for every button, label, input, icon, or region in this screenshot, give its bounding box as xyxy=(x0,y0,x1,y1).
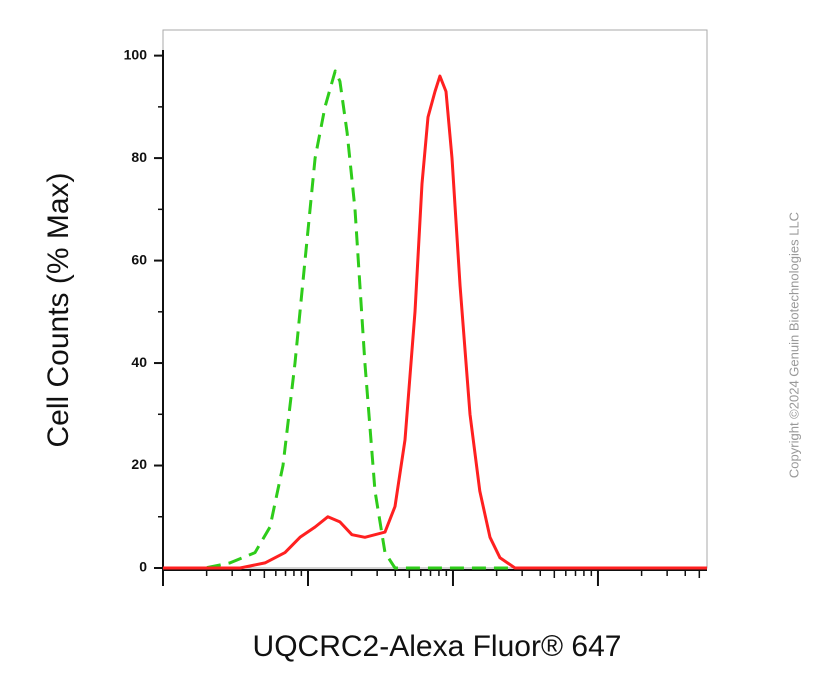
y-tick-label: 60 xyxy=(131,251,147,267)
y-tick-label: 40 xyxy=(131,354,147,370)
y-axis-label: Cell Counts (% Max) xyxy=(42,172,75,447)
histogram-line xyxy=(163,69,707,570)
x-axis-label: UQCRC2-Alexa Fluor® 647 xyxy=(253,630,622,663)
histogram-line xyxy=(163,74,707,570)
y-tick-label: 0 xyxy=(139,559,147,575)
y-tick-label: 80 xyxy=(131,149,147,165)
y-tick-label: 100 xyxy=(124,46,148,62)
copyright: Copyright ©2024 Genuin Biotechnologies L… xyxy=(786,212,801,478)
y-tick-label: 20 xyxy=(131,456,147,472)
